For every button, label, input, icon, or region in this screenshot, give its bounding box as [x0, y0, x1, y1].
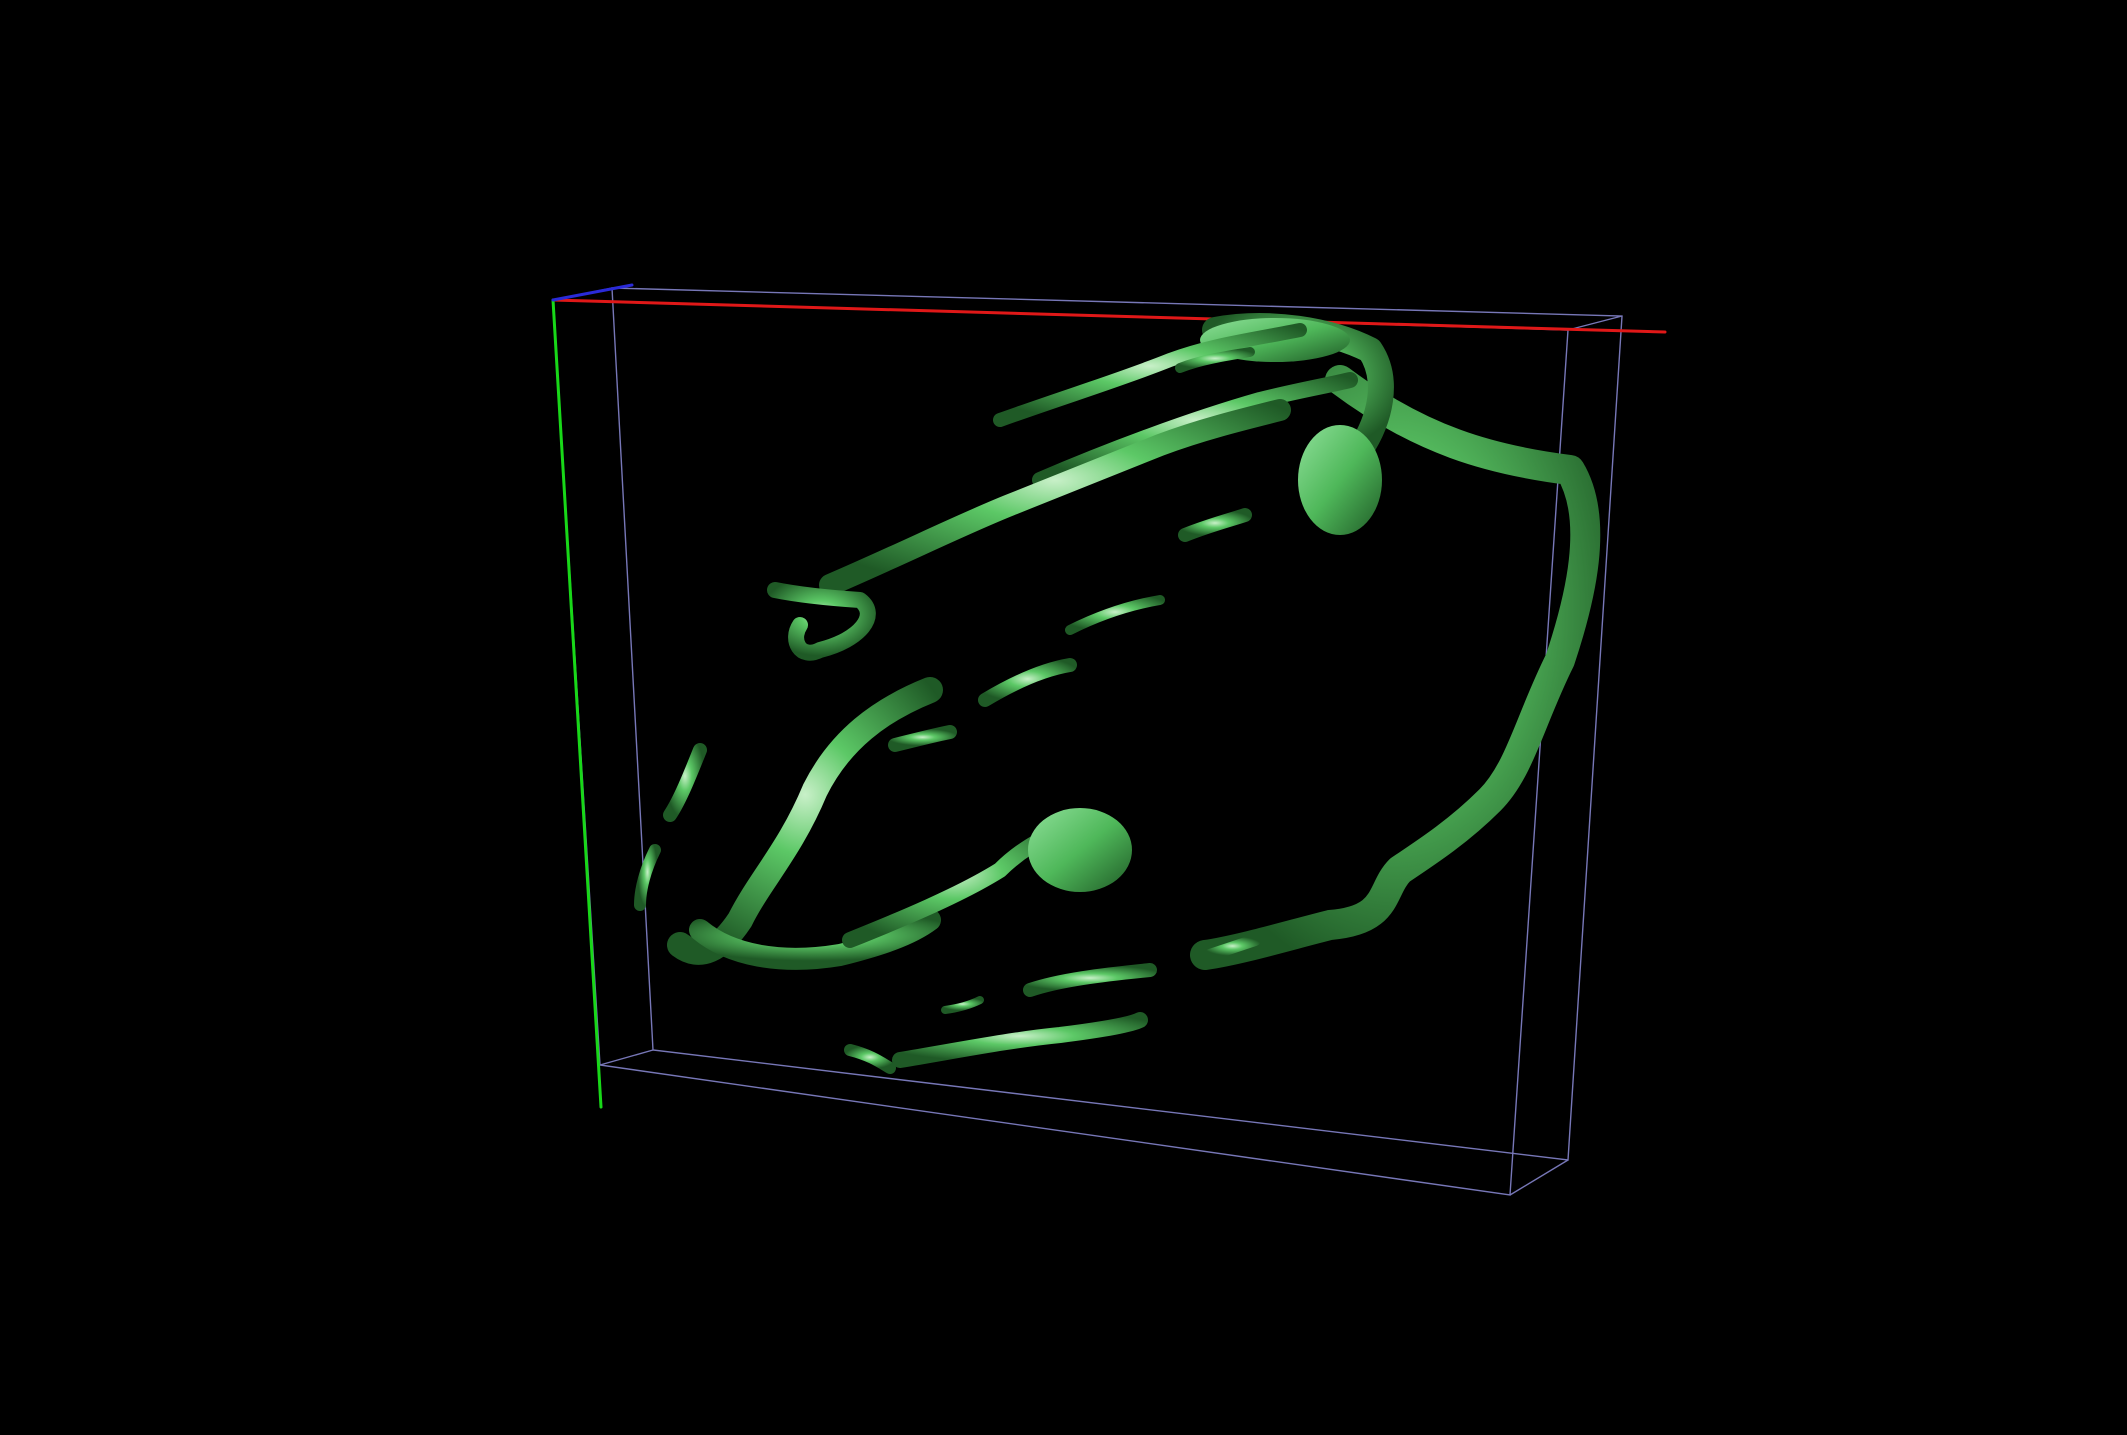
surface-filament	[1178, 508, 1252, 542]
surface-filament	[767, 582, 876, 661]
orientation-axes	[551, 283, 1667, 1109]
surface-filament	[993, 323, 1307, 427]
bounding-box-edge	[1567, 315, 1623, 331]
z-axis-line	[551, 283, 634, 302]
surface-blob	[1028, 808, 1132, 892]
surface-filament	[819, 399, 1291, 596]
y-axis-line	[551, 298, 603, 1109]
surface-filament	[892, 1012, 1148, 1068]
surface-filament	[941, 996, 984, 1014]
surface-blob	[1298, 425, 1382, 535]
surface-filament	[667, 677, 943, 965]
surface-filament	[1032, 372, 1358, 488]
surface-filament	[689, 909, 941, 970]
x-axis-line	[551, 298, 1667, 334]
surface-filament	[634, 844, 661, 911]
surface-filament	[978, 658, 1077, 707]
surface-filament	[1023, 963, 1157, 997]
surface-filament	[888, 725, 957, 752]
bounding-box	[552, 287, 1623, 1196]
bounding-box-edge	[1509, 1159, 1569, 1196]
isosurface	[634, 313, 1601, 1074]
surface-filament	[1065, 595, 1165, 635]
bounding-box-edge	[599, 1049, 654, 1066]
surface-filament	[663, 743, 707, 822]
surface-filament	[844, 1044, 896, 1074]
surface-filament	[1175, 347, 1255, 373]
surface-filament	[1190, 365, 1601, 970]
surface-filament	[1204, 934, 1261, 961]
